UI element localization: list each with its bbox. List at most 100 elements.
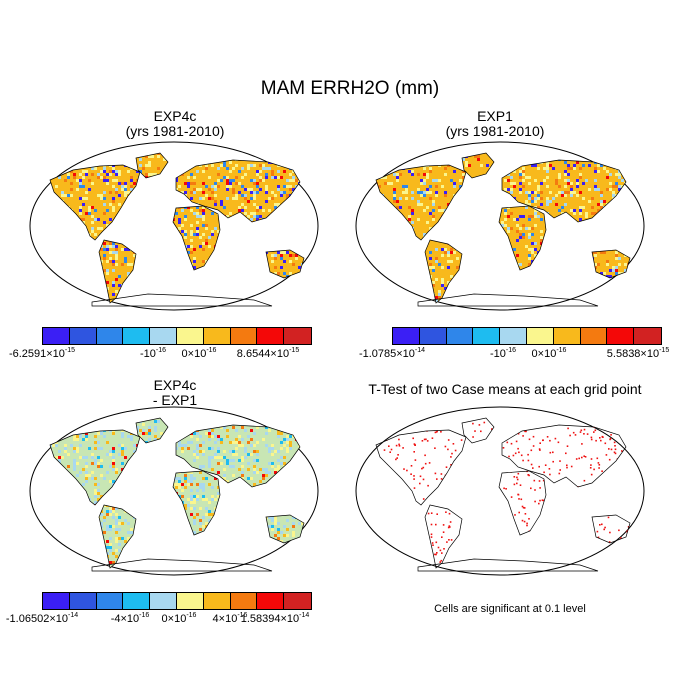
grid-cell: [31, 194, 34, 197]
grid-cell: [289, 179, 292, 182]
grid-cell: [313, 296, 316, 299]
grid-cell: [354, 212, 357, 215]
grid-cell: [316, 170, 319, 173]
grid-cell: [229, 212, 232, 215]
grid-cell: [552, 194, 555, 197]
grid-cell: [549, 164, 552, 167]
grid-cell: [145, 173, 148, 176]
grid-cell: [618, 188, 621, 191]
grid-cell: [109, 203, 112, 206]
grid-cell: [384, 182, 387, 185]
grid-cell: [447, 197, 450, 200]
grid-cell: [525, 209, 528, 212]
grid-cell: [510, 179, 513, 182]
grid-cell: [121, 164, 124, 167]
grid-cell: [79, 143, 82, 146]
grid-cell: [97, 176, 100, 179]
grid-cell: [570, 176, 573, 179]
grid-cell: [444, 197, 447, 200]
grid-cell: [241, 200, 244, 203]
grid-cell: [441, 182, 444, 185]
panel-title-exp1-line1: EXP1: [477, 108, 513, 124]
grid-cell: [636, 188, 639, 191]
grid-cell: [193, 176, 196, 179]
grid-cell: [40, 308, 43, 311]
grid-cell: [301, 179, 304, 182]
grid-cell: [289, 146, 292, 149]
grid-cell: [193, 248, 196, 251]
grid-cell: [109, 173, 112, 176]
grid-cell: [247, 146, 250, 149]
grid-cell: [274, 305, 277, 308]
grid-cell: [253, 164, 256, 167]
grid-cell: [199, 188, 202, 191]
grid-cell: [411, 191, 414, 194]
grid-cell: [621, 164, 624, 167]
grid-cell: [271, 260, 274, 263]
grid-cell: [456, 170, 459, 173]
grid-cell: [241, 167, 244, 170]
grid-cell: [564, 203, 567, 206]
grid-cell: [124, 191, 127, 194]
grid-cell: [193, 182, 196, 185]
grid-cell: [289, 272, 292, 275]
grid-cell: [423, 224, 426, 227]
grid-cell: [289, 254, 292, 257]
grid-cell: [91, 206, 94, 209]
grid-cell: [609, 158, 612, 161]
grid-cell: [217, 203, 220, 206]
grid-cell: [307, 263, 310, 266]
grid-cell: [193, 233, 196, 236]
grid-cell: [238, 182, 241, 185]
grid-cell: [450, 191, 453, 194]
grid-cell: [118, 194, 121, 197]
grid-cell: [112, 308, 115, 311]
grid-cell: [205, 236, 208, 239]
grid-cell: [504, 218, 507, 221]
grid-cell: [399, 173, 402, 176]
grid-cell: [313, 173, 316, 176]
grid-cell: [468, 164, 471, 167]
grid-cell: [208, 182, 211, 185]
grid-cell: [97, 227, 100, 230]
grid-cell: [366, 170, 369, 173]
grid-cell: [432, 209, 435, 212]
grid-cell: [52, 275, 55, 278]
grid-cell: [462, 140, 465, 143]
grid-cell: [229, 140, 232, 143]
grid-cell: [567, 146, 570, 149]
grid-cell: [274, 263, 277, 266]
grid-cell: [363, 179, 366, 182]
grid-cell: [187, 173, 190, 176]
grid-cell: [360, 143, 363, 146]
grid-cell: [238, 206, 241, 209]
grid-cell: [372, 152, 375, 155]
grid-cell: [115, 278, 118, 281]
grid-cell: [423, 227, 426, 230]
grid-cell: [528, 248, 531, 251]
grid-cell: [280, 194, 283, 197]
grid-cell: [196, 242, 199, 245]
grid-cell: [462, 173, 465, 176]
grid-cell: [259, 149, 262, 152]
grid-cell: [292, 275, 295, 278]
grid-cell: [408, 140, 411, 143]
grid-cell: [283, 161, 286, 164]
grid-cell: [549, 200, 552, 203]
grid-cell: [301, 161, 304, 164]
grid-cell: [627, 161, 630, 164]
grid-cell: [525, 176, 528, 179]
grid-cell: [91, 215, 94, 218]
grid-cell: [43, 143, 46, 146]
grid-cell: [522, 245, 525, 248]
colorbar-tick-label: -10-16: [139, 347, 167, 360]
grid-cell: [444, 248, 447, 251]
grid-cell: [531, 164, 534, 167]
grid-cell: [190, 260, 193, 263]
grid-cell: [289, 185, 292, 188]
grid-cell: [316, 308, 319, 311]
grid-cell: [450, 248, 453, 251]
grid-cell: [543, 179, 546, 182]
grid-cell: [301, 305, 304, 308]
grid-cell: [220, 191, 223, 194]
